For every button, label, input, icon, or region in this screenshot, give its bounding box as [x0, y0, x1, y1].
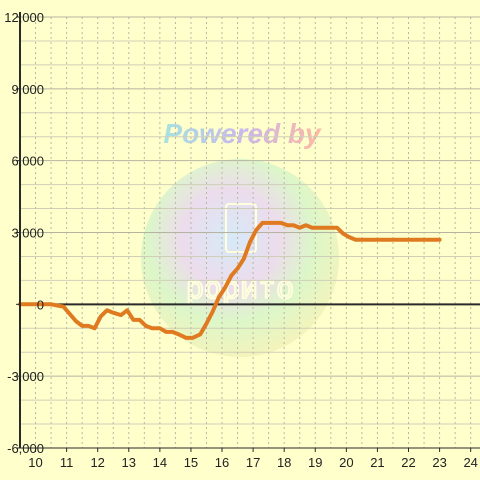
x-tick-label: 10 — [28, 455, 42, 470]
x-tick-label: 22 — [401, 455, 415, 470]
y-tick-label: 6,000 — [11, 154, 44, 169]
x-tick-label: 15 — [184, 455, 198, 470]
x-tick-label: 21 — [370, 455, 384, 470]
y-tick-label: -3,000 — [7, 369, 44, 384]
series-line-1 — [18, 220, 442, 340]
x-tick-label: 12 — [90, 455, 104, 470]
y-tick-label: -6,000 — [7, 441, 44, 456]
series-layer — [18, 220, 442, 340]
grid — [19, 16, 480, 449]
x-tick-label: 19 — [308, 455, 322, 470]
x-tick-labels: 10 11 12 13 14 15 16 17 18 19 20 21 22 23 24 — [28, 455, 478, 470]
y-tick-label: 0 — [37, 297, 44, 312]
watermark-text: Powered by — [163, 118, 322, 149]
x-tick-label: 14 — [153, 455, 167, 470]
y-tick-label: 9,000 — [11, 82, 44, 97]
x-tick-label: 24 — [463, 455, 477, 470]
y-tick-labels: 12,000 9,000 6,000 3,000 0 -3,000 -6,000 — [4, 10, 44, 456]
x-tick-label: 20 — [339, 455, 353, 470]
x-tick-label: 17 — [246, 455, 260, 470]
x-tick-label: 16 — [215, 455, 229, 470]
watermark-logo: рорито — [186, 271, 294, 306]
axes-layer — [16, 12, 480, 452]
watermark: Powered by рорито — [141, 118, 339, 357]
y-tick-label: 12,000 — [4, 10, 44, 25]
x-tick-label: 18 — [277, 455, 291, 470]
x-tick-label: 13 — [122, 455, 136, 470]
watermark-circle — [141, 159, 339, 357]
y-tick-label: 3,000 — [11, 226, 44, 241]
x-tick-label: 23 — [432, 455, 446, 470]
x-tick-label: 11 — [60, 455, 74, 470]
